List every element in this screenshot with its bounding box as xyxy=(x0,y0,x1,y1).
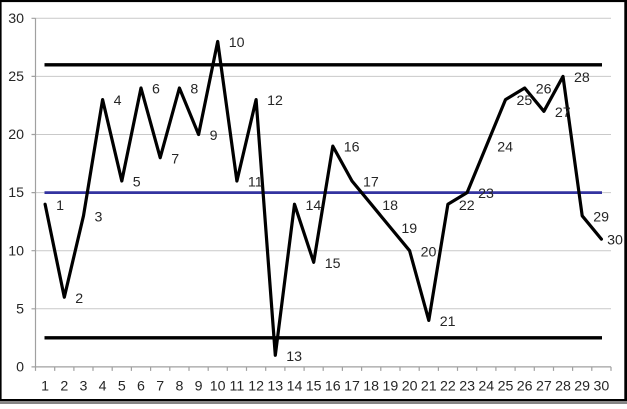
svg-text:29: 29 xyxy=(593,209,609,225)
svg-text:10: 10 xyxy=(8,243,24,259)
svg-text:30: 30 xyxy=(594,379,610,395)
svg-text:14: 14 xyxy=(306,198,322,214)
svg-text:22: 22 xyxy=(440,379,456,395)
svg-text:12: 12 xyxy=(267,93,283,109)
svg-text:25: 25 xyxy=(498,379,514,395)
svg-text:9: 9 xyxy=(210,128,218,144)
svg-text:14: 14 xyxy=(287,379,303,395)
svg-text:26: 26 xyxy=(536,82,552,98)
svg-text:15: 15 xyxy=(8,185,24,201)
svg-text:2: 2 xyxy=(75,291,83,307)
svg-text:30: 30 xyxy=(8,11,24,27)
svg-text:26: 26 xyxy=(517,379,533,395)
svg-text:28: 28 xyxy=(555,379,571,395)
svg-text:20: 20 xyxy=(421,244,437,260)
svg-text:10: 10 xyxy=(210,379,226,395)
svg-text:11: 11 xyxy=(230,379,245,395)
svg-text:4: 4 xyxy=(99,379,107,395)
svg-text:3: 3 xyxy=(80,379,88,395)
svg-text:27: 27 xyxy=(555,105,571,121)
svg-text:16: 16 xyxy=(344,140,360,156)
svg-text:12: 12 xyxy=(248,379,264,395)
svg-text:13: 13 xyxy=(267,379,283,395)
svg-text:25: 25 xyxy=(8,69,24,85)
svg-text:10: 10 xyxy=(229,35,245,51)
svg-text:25: 25 xyxy=(517,93,533,109)
svg-text:18: 18 xyxy=(382,198,398,214)
svg-text:21: 21 xyxy=(440,314,456,330)
svg-text:22: 22 xyxy=(459,198,475,214)
svg-text:9: 9 xyxy=(195,379,203,395)
svg-text:1: 1 xyxy=(41,379,49,395)
svg-text:6: 6 xyxy=(137,379,145,395)
svg-text:20: 20 xyxy=(8,127,24,143)
svg-text:13: 13 xyxy=(286,349,302,365)
svg-text:20: 20 xyxy=(402,379,418,395)
svg-text:4: 4 xyxy=(114,93,122,109)
svg-text:16: 16 xyxy=(325,379,341,395)
svg-text:6: 6 xyxy=(152,82,160,98)
svg-text:23: 23 xyxy=(459,379,475,395)
svg-text:7: 7 xyxy=(171,151,179,167)
svg-text:21: 21 xyxy=(421,379,437,395)
svg-text:28: 28 xyxy=(574,70,590,86)
svg-text:18: 18 xyxy=(363,379,379,395)
svg-text:1: 1 xyxy=(56,198,64,214)
svg-text:15: 15 xyxy=(325,256,341,272)
svg-text:19: 19 xyxy=(401,221,417,237)
svg-text:19: 19 xyxy=(383,379,399,395)
svg-text:17: 17 xyxy=(344,379,360,395)
svg-text:7: 7 xyxy=(156,379,164,395)
svg-text:5: 5 xyxy=(16,301,24,317)
svg-text:2: 2 xyxy=(60,379,68,395)
svg-text:8: 8 xyxy=(190,82,198,98)
svg-text:23: 23 xyxy=(478,186,494,202)
svg-text:15: 15 xyxy=(306,379,322,395)
svg-text:11: 11 xyxy=(248,175,263,191)
svg-text:30: 30 xyxy=(607,233,623,249)
svg-text:3: 3 xyxy=(95,209,103,225)
svg-text:5: 5 xyxy=(118,379,126,395)
svg-text:0: 0 xyxy=(16,360,24,376)
svg-text:24: 24 xyxy=(497,140,513,156)
svg-text:29: 29 xyxy=(574,379,590,395)
svg-text:5: 5 xyxy=(133,175,141,191)
svg-text:24: 24 xyxy=(478,379,494,395)
svg-text:27: 27 xyxy=(536,379,552,395)
svg-text:8: 8 xyxy=(175,379,183,395)
svg-text:17: 17 xyxy=(363,175,379,191)
